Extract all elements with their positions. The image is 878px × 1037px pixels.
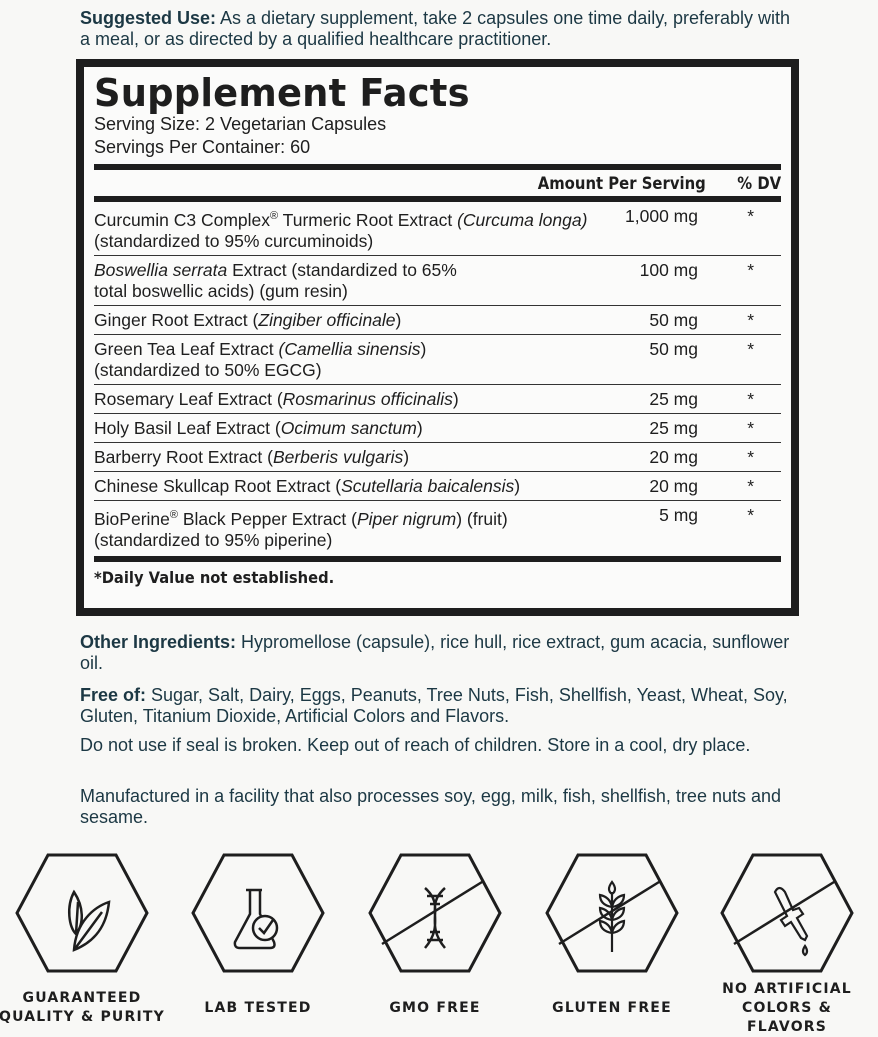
column-header: Amount Per Serving % DV [94, 170, 796, 196]
ingredient-dv: * [747, 309, 754, 330]
ingredient-row: Barberry Root Extract (Berberis vulgaris… [94, 443, 781, 472]
free-of: Free of: Sugar, Salt, Dairy, Eggs, Peanu… [80, 685, 800, 727]
ingredient-dv: * [747, 259, 754, 280]
ingredient-row: BioPerine® Black Pepper Extract (Piper n… [94, 501, 781, 554]
ingredient-row: Curcumin C3 Complex® Turmeric Root Extra… [94, 202, 781, 256]
flask-check-icon [191, 853, 325, 973]
free-of-text: Sugar, Salt, Dairy, Eggs, Peanuts, Tree … [80, 685, 788, 726]
supplement-facts-panel: Supplement Facts Serving Size: 2 Vegetar… [76, 59, 799, 616]
ingredient-row: Chinese Skullcap Root Extract (Scutellar… [94, 472, 781, 501]
ingredient-dv: * [747, 206, 754, 226]
servings-per-container: Servings Per Container: 60 [94, 137, 311, 157]
ingredient-name: Barberry Root Extract (Berberis vulgaris… [94, 446, 410, 467]
suggested-use: Suggested Use: As a dietary supplement, … [80, 8, 800, 50]
badge-gluten-free: GLUTEN FREE [527, 852, 697, 1028]
thick-rule [94, 196, 781, 202]
ingredient-row: Rosemary Leaf Extract (Rosmarinus offici… [94, 385, 781, 414]
other-ingredients-label: Other Ingredients: [80, 632, 237, 652]
ingredient-dv: * [747, 504, 754, 525]
ingredient-name: Boswellia serrata Extract (standardized … [94, 259, 457, 301]
ingredient-name: Green Tea Leaf Extract (Camellia sinensi… [94, 338, 427, 380]
facts-title: Supplement Facts [94, 71, 470, 115]
dropper-icon [720, 853, 854, 973]
free-of-label: Free of: [80, 685, 147, 705]
ingredient-name: Curcumin C3 Complex® Turmeric Root Extra… [94, 209, 588, 251]
thick-rule [94, 164, 781, 170]
amount-header: Amount Per Serving [537, 173, 706, 193]
ingredient-row: Ginger Root Extract (Zingiber officinale… [94, 306, 781, 335]
other-ingredients: Other Ingredients: Hypromellose (capsule… [80, 632, 800, 674]
dna-icon [368, 853, 502, 973]
badge-label: GLUTEN FREE [552, 999, 672, 1016]
ingredient-amount: 20 mg [649, 475, 698, 496]
ingredient-row: Holy Basil Leaf Extract (Ocimum sanctum)… [94, 414, 781, 443]
footnote: *Daily Value not established. [94, 567, 335, 587]
ingredient-dv: * [747, 446, 754, 467]
dv-header: % DV [737, 173, 782, 193]
warning-text: Do not use if seal is broken. Keep out o… [80, 735, 751, 755]
ingredient-amount: 5 mg [659, 504, 698, 525]
badge-quality: GUARANTEED QUALITY & PURITY [0, 852, 167, 1028]
ingredient-name: Ginger Root Extract (Zingiber officinale… [94, 309, 402, 330]
ingredient-name: Chinese Skullcap Root Extract (Scutellar… [94, 475, 521, 496]
allergen-text: Manufactured in a facility that also pro… [80, 786, 782, 827]
ingredient-name: BioPerine® Black Pepper Extract (Piper n… [94, 508, 508, 550]
badge-label: GUARANTEED QUALITY & PURITY [0, 990, 165, 1025]
badge-label: NO ARTIFICIAL COLORS & FLAVORS [722, 980, 852, 1035]
ingredient-dv: * [747, 338, 754, 359]
ingredient-dv: * [747, 417, 754, 438]
other-ingredients-text: Hypromellose (capsule), rice hull, rice … [80, 632, 790, 673]
ingredient-row: Green Tea Leaf Extract (Camellia sinensi… [94, 335, 781, 385]
leaf-icon [15, 853, 149, 973]
suggested-use-text: As a dietary supplement, take 2 capsules… [80, 8, 791, 49]
badge-no-artificial: NO ARTIFICIAL COLORS & FLAVORS [702, 852, 872, 1035]
ingredient-table: Curcumin C3 Complex® Turmeric Root Extra… [94, 202, 781, 554]
badge-label: LAB TESTED [204, 999, 312, 1016]
ingredient-amount: 25 mg [649, 388, 698, 409]
ingredient-amount: 50 mg [649, 309, 698, 330]
wheat-icon [545, 853, 679, 973]
badge-label: GMO FREE [389, 999, 481, 1016]
serving-size: Serving Size: 2 Vegetarian Capsules [94, 114, 387, 134]
thick-rule [94, 555, 781, 562]
badge-lab-tested: LAB TESTED [173, 852, 343, 1028]
ingredient-amount: 20 mg [649, 446, 698, 467]
ingredient-row: Boswellia serrata Extract (standardized … [94, 256, 781, 306]
ingredient-amount: 1,000 mg [625, 206, 698, 226]
suggested-use-label: Suggested Use: [80, 8, 217, 28]
badge-gmo-free: GMO FREE [350, 852, 520, 1028]
ingredient-dv: * [747, 388, 754, 409]
ingredient-dv: * [747, 475, 754, 496]
ingredient-amount: 50 mg [649, 338, 698, 359]
ingredient-name: Rosemary Leaf Extract (Rosmarinus offici… [94, 388, 459, 409]
ingredient-name: Holy Basil Leaf Extract (Ocimum sanctum) [94, 417, 423, 438]
ingredient-amount: 25 mg [649, 417, 698, 438]
ingredient-amount: 100 mg [639, 259, 698, 280]
